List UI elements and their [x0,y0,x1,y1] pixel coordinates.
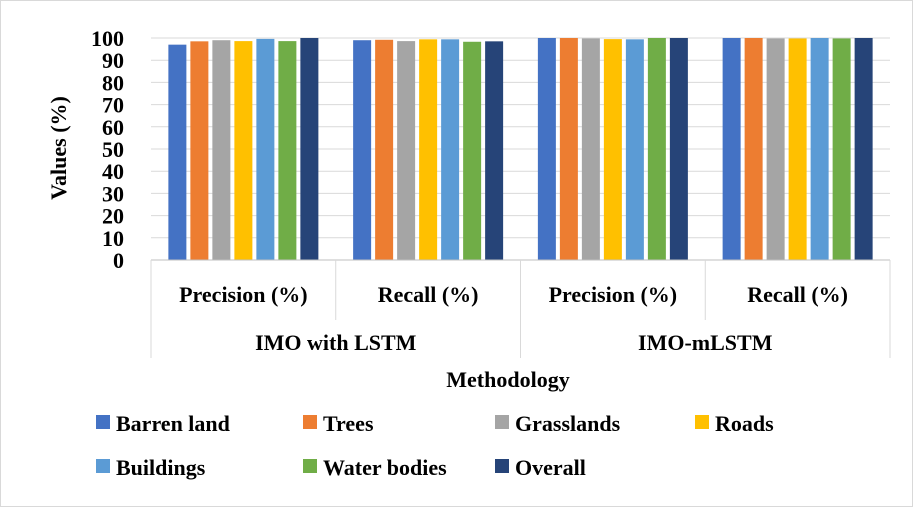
legend-label: Water bodies [323,455,447,480]
bar [463,41,482,260]
legend-label: Grasslands [515,411,621,436]
y-tick-label: 100 [91,26,124,51]
y-tick-label: 50 [102,137,124,162]
y-tick-label: 60 [102,115,124,140]
legend-swatch [495,415,509,429]
bar [581,38,600,260]
bar [190,41,209,260]
category-label: Precision (%) [549,282,678,307]
legend-swatch [495,459,509,473]
group-label: IMO with LSTM [255,330,417,355]
legend-swatch [96,415,110,429]
bar [375,39,394,260]
y-tick-label: 20 [102,204,124,229]
category-label: Precision (%) [179,282,308,307]
bar [854,38,873,260]
y-tick-label: 10 [102,226,124,251]
bar [168,44,187,260]
bar [625,39,644,260]
bar [669,38,688,260]
bar [788,38,807,260]
legend-label: Overall [515,455,586,480]
y-axis-title: Values (%) [46,96,71,200]
legend: Barren land Trees Grasslands Roads Buildings… [96,411,774,480]
legend-label: Roads [715,411,774,436]
bar [234,41,253,260]
y-tick-label: 40 [102,159,124,184]
bar [832,38,851,260]
category-label: Recall (%) [378,282,479,307]
bar [722,38,741,260]
bar [485,41,504,260]
y-tick-label: 80 [102,70,124,95]
bar [256,38,275,260]
legend-swatch [695,415,709,429]
bar [300,38,319,260]
bar [419,39,438,260]
x-axis [150,259,891,358]
bar [810,38,829,260]
bar [766,38,785,260]
bar [278,41,297,260]
bar [559,38,578,260]
legend-label: Trees [323,411,374,436]
legend-label: Barren land [116,411,230,436]
bar [647,38,666,260]
group-label: IMO-mLSTM [638,330,773,355]
y-tick-label: 30 [102,181,124,206]
y-tick-label: 70 [102,93,124,118]
bar [353,40,372,260]
legend-swatch [96,459,110,473]
bar [744,38,763,260]
bar [537,38,556,260]
category-label: Recall (%) [747,282,848,307]
category-labels: Precision (%) Recall (%) Precision (%) Reca… [179,282,848,355]
legend-swatch [303,415,317,429]
bar [603,39,622,260]
legend-swatch [303,459,317,473]
bar [397,41,416,260]
legend-label: Buildings [116,455,206,480]
y-tick-label: 0 [113,248,124,273]
bar [441,39,460,260]
y-tick-label: 90 [102,48,124,73]
bars [168,38,873,260]
bar [212,40,231,260]
x-axis-title: Methodology [446,367,569,392]
